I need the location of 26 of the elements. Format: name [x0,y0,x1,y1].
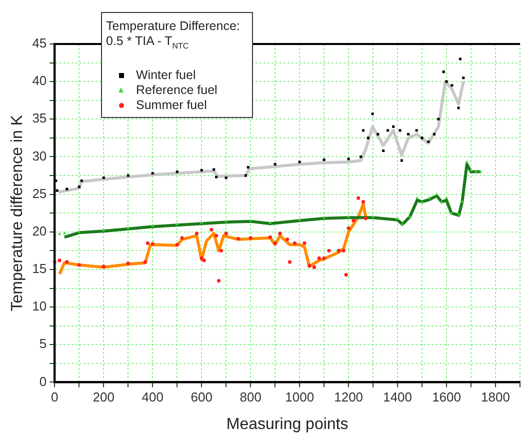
y-tick-label: 35 [32,110,47,126]
x-tick-label: 1400 [383,390,412,405]
x-tick-label: 800 [240,390,262,405]
legend-label: Winter fuel [136,68,196,82]
y-tick-label: 15 [32,261,47,276]
x-tick-label: 200 [92,390,114,405]
x-tick-label: 1800 [481,390,510,405]
y-tick-label: 30 [32,148,47,164]
y-tick-label: 40 [32,73,47,88]
x-tick-label: 600 [190,390,212,405]
y-tick-label: 10 [32,298,47,314]
y-tick-label: 25 [32,186,47,201]
x-tick-label: 1200 [334,390,364,405]
legend-label: Reference fuel [136,82,218,98]
x-tick-label: 1000 [285,390,314,405]
y-axis-title: Temperature difference in K [9,114,26,312]
x-tick-label: 1600 [432,390,461,405]
y-tick-label: 45 [32,36,47,51]
y-tick-label: 0 [39,374,47,389]
x-axis-title: Measuring points [226,416,348,433]
y-tick-label: 20 [32,223,47,238]
x-tick-label: 0 [51,390,58,405]
x-tick-label: 400 [142,390,164,405]
legend-label: Summer fuel [136,98,207,112]
y-tick-label: 5 [39,336,47,352]
legend-title: Temperature Difference: 0.5 * TIA - T$_{NTC}$ [106,19,240,52]
